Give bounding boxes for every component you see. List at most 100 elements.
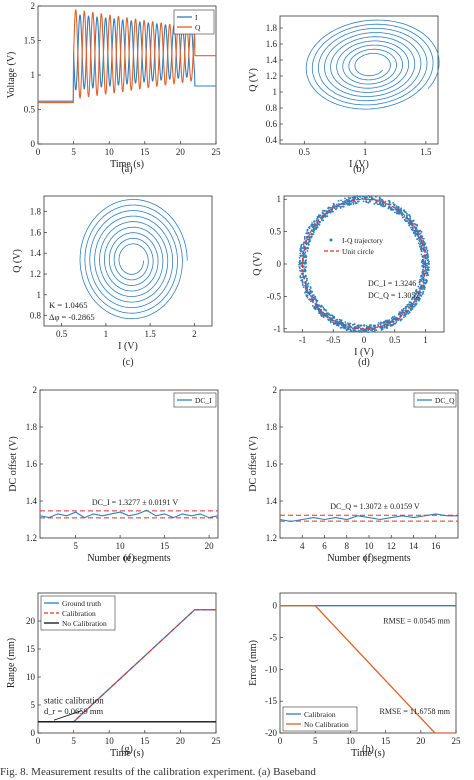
trajectory-point (393, 318, 395, 321)
y-tick-label: 0.6 (266, 119, 278, 129)
trajectory-point (351, 196, 354, 199)
trajectory-point (346, 203, 349, 206)
y-tick-label: 1.4 (266, 496, 278, 506)
trajectory-point (423, 282, 425, 285)
trajectory-point (427, 260, 430, 263)
y-tick-label: 20 (26, 616, 36, 626)
y-tick-label: -0.5 (267, 291, 282, 301)
trajectory-point (335, 321, 338, 323)
trajectory-point (299, 275, 302, 277)
trajectory-point (308, 238, 311, 241)
trajectory-point (328, 206, 331, 209)
trajectory-point (314, 295, 317, 298)
trajectory-point (320, 304, 323, 307)
x-axis-label: I (V) (349, 159, 369, 170)
trajectory-point (396, 210, 398, 213)
trajectory-point (422, 237, 425, 240)
trajectory-point (413, 292, 416, 295)
trajectory-point (419, 243, 421, 246)
trajectory-point (379, 321, 382, 324)
trajectory-point (312, 301, 314, 304)
trajectory-point (342, 325, 344, 328)
trajectory-point (350, 329, 353, 332)
trajectory-point (394, 211, 396, 214)
legend-label: Calibration (62, 609, 96, 618)
trajectory-point (312, 228, 315, 231)
y-tick-label: 1.4 (26, 496, 38, 506)
y-tick-label: 10 (26, 672, 36, 682)
y-axis-label: Q (V) (248, 68, 259, 92)
x-tick-label: 15 (140, 147, 150, 157)
trajectory-point (411, 298, 413, 301)
trajectory-point (405, 220, 407, 223)
trajectory-point (419, 297, 421, 300)
y-tick-label: 1.8 (26, 422, 38, 432)
y-tick-label: 0.5 (24, 105, 36, 115)
x-tick-label: 0 (36, 736, 41, 746)
y-tick-label: 0.8 (30, 311, 42, 321)
panel-caption: (c) (122, 357, 133, 368)
y-tick-label: 2 (31, 1, 36, 11)
trajectory-point (304, 288, 307, 290)
trajectory-point (371, 329, 374, 332)
trajectory-point (397, 313, 400, 316)
trajectory-point (306, 250, 309, 252)
trajectory-point (304, 275, 306, 278)
trajectory-point (423, 263, 426, 266)
trajectory-point (362, 200, 365, 203)
trajectory-point (397, 206, 400, 209)
trajectory-point (304, 290, 307, 293)
trajectory-point (316, 223, 319, 225)
trajectory-point (409, 226, 412, 229)
trajectory-point (303, 249, 306, 252)
trajectory-point (395, 320, 398, 322)
trajectory-point (416, 229, 419, 232)
trajectory-point (305, 266, 308, 268)
legend-box (173, 392, 217, 408)
trajectory-point (319, 214, 322, 217)
chart-panel-5: 5 10 15 20 1.2 1.4 1.6 1.8 2 Number of segments DC… (8, 385, 219, 564)
trajectory-point (347, 323, 350, 326)
trajectory-point (393, 315, 396, 318)
legend-box (282, 706, 358, 732)
trajectory-point (310, 235, 313, 238)
trajectory-point (411, 229, 414, 232)
trajectory-point (346, 325, 349, 328)
trajectory-point (340, 319, 343, 322)
trajectory-point (323, 314, 326, 317)
trajectory-point (348, 202, 351, 205)
trajectory-point (406, 220, 409, 223)
trajectory-point (321, 211, 324, 214)
trajectory-point (420, 278, 423, 280)
y-tick-label: 0.4 (266, 135, 278, 145)
trajectory-point (351, 327, 354, 330)
trajectory-point (409, 303, 411, 306)
trajectory-point (342, 205, 345, 208)
trajectory-point (328, 313, 331, 316)
trajectory-point (367, 329, 370, 332)
y-tick-label: -20 (265, 728, 277, 738)
x-tick-label: 5 (71, 147, 76, 157)
x-tick-label: 20 (176, 736, 186, 746)
trajectory-point (336, 318, 338, 321)
trajectory-point (356, 330, 358, 333)
legend-label: Q (195, 23, 201, 32)
trajectory-point (412, 220, 415, 223)
trajectory-point (314, 297, 317, 300)
chart-panel-2: 0.5 1 1.5 0.4 0.6 0.8 1 1.2 1.4 1.6 1.8 I (V) Q (V) (… (248, 15, 440, 175)
trajectory-point (352, 201, 354, 204)
trajectory-point (409, 308, 412, 311)
x-tick-label: 14 (409, 541, 419, 551)
trajectory-point (348, 322, 351, 325)
trajectory-point (300, 270, 303, 272)
trajectory-point (365, 330, 368, 333)
trajectory-point (373, 328, 376, 331)
trajectory-point (319, 221, 322, 223)
trajectory-point (420, 245, 423, 247)
trajectory-point (420, 250, 423, 253)
y-tick-label: 1.5 (24, 36, 36, 46)
trajectory-point (416, 290, 419, 293)
trajectory-point (302, 242, 305, 245)
y-axis-label: Q (V) (12, 249, 23, 273)
trajectory-point (354, 195, 357, 198)
